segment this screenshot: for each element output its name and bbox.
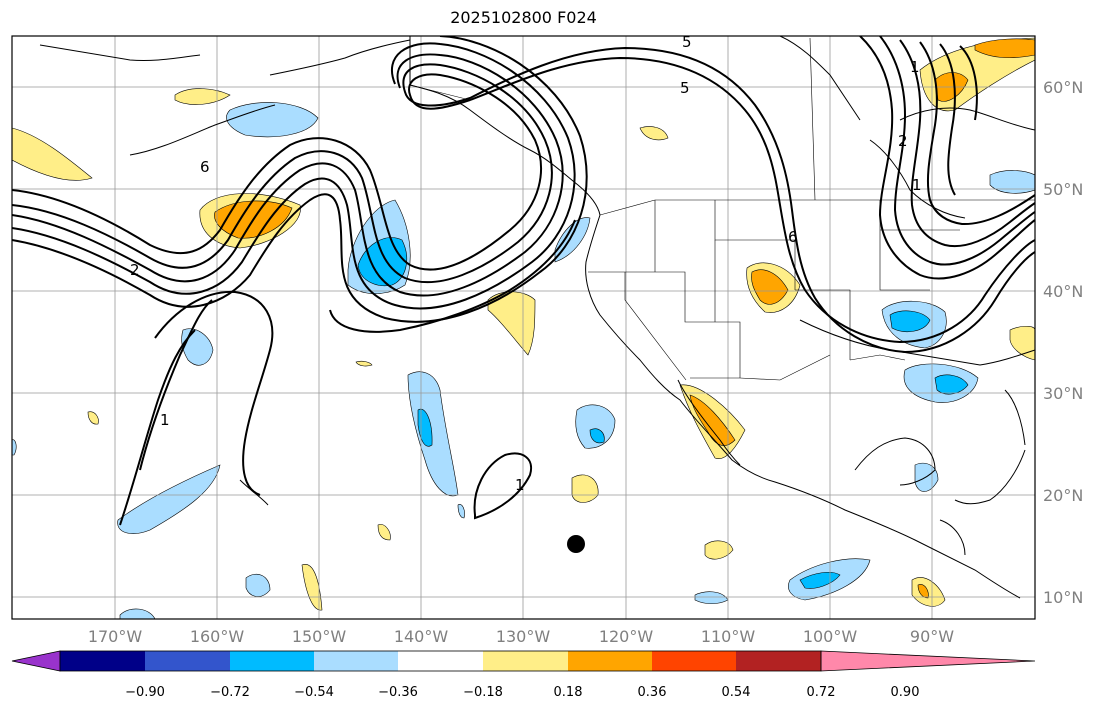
colorbar-tick: −0.90 [125,685,165,700]
political-boundaries [409,37,1035,381]
colorbar-segment [736,651,821,671]
contour-label: 1 [515,476,525,494]
colorbar-segment [60,651,145,671]
lat-label: 60°N [1043,78,1083,97]
colorbar-segment [483,651,568,671]
coastlines [39,36,1035,599]
colorbar-tick: −0.72 [210,685,250,700]
lat-label: 40°N [1043,282,1083,301]
contour-label: 2 [130,261,140,279]
lon-label: 150°W [292,627,347,646]
lon-label: 90°W [910,627,954,646]
lon-label: 170°W [88,627,143,646]
lon-label: 130°W [496,627,551,646]
colorbar-segment [230,651,314,671]
lon-label: 140°W [394,627,449,646]
colorbar-tick: 0.72 [807,685,836,700]
colorbar-tick: 0.54 [722,685,751,700]
colorbar-ticks: −0.90 −0.72 −0.54 −0.36 −0.18 0.18 0.36 … [125,685,919,700]
lon-label: 100°W [803,627,858,646]
latitude-labels: 60°N 50°N 40°N 30°N 20°N 10°N [1043,78,1083,607]
contour-label-group: 5 5 6 2 1 1 6 2 1 1 [130,33,922,494]
contour-label: 6 [200,158,210,176]
colorbar-tick: −0.18 [463,685,503,700]
contour-label: 1 [910,58,920,76]
lon-label: 110°W [701,627,756,646]
contour-label: 5 [680,79,690,97]
colorbar-extend-min [11,650,61,672]
location-marker [567,535,585,553]
lon-label: 120°W [599,627,654,646]
colorbar [11,650,1036,672]
lat-label: 30°N [1043,384,1083,403]
lat-label: 10°N [1043,588,1083,607]
colorbar-segment [568,651,652,671]
contour-label: 6 [788,228,798,246]
colorbar-tick: 0.36 [638,685,667,700]
contour-label: 1 [160,411,170,429]
contour-lines [12,36,1035,526]
contour-label: 2 [898,132,908,150]
colorbar-segment [314,651,398,671]
lat-label: 20°N [1043,486,1083,505]
longitude-labels: 170°W 160°W 150°W 140°W 130°W 120°W 110°… [88,627,954,646]
colorbar-tick: 0.18 [554,685,583,700]
map-frame [11,35,1036,620]
colorbar-extend-max [820,650,1036,672]
contour-label: 5 [682,33,692,51]
lon-label: 160°W [190,627,245,646]
colorbar-segment [145,651,230,671]
colorbar-tick: 0.90 [891,685,920,700]
colorbar-tick: −0.54 [294,685,334,700]
map-title: 2025102800 F024 [450,8,597,27]
graticule [12,36,1035,619]
colorbar-segment [652,651,736,671]
contour-label: 1 [912,176,922,194]
lat-label: 50°N [1043,180,1083,199]
colorbar-tick: −0.36 [378,685,418,700]
colorbar-segment [398,651,483,671]
shaded-anomalies [12,37,1035,619]
